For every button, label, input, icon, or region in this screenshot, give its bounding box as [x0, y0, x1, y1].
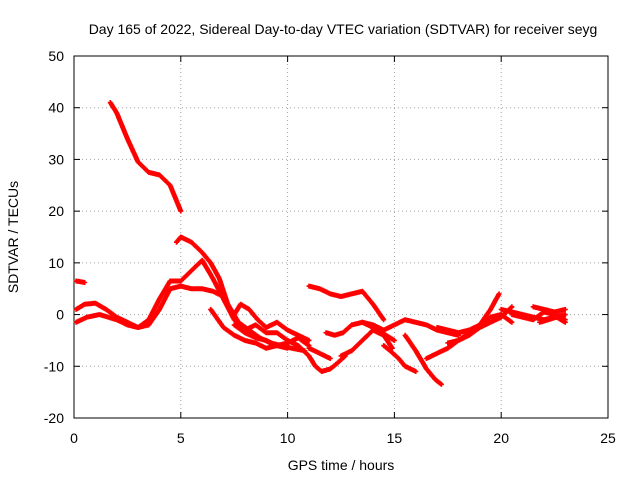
- y-tick-label: -20: [44, 410, 64, 426]
- series-s2: [73, 278, 88, 285]
- series-s9: [306, 283, 387, 323]
- plot-frame: [73, 55, 609, 419]
- series-s17: [434, 291, 502, 336]
- x-tick-label: 0: [70, 430, 78, 446]
- chart-title: Day 165 of 2022, Sidereal Day-to-day VTE…: [89, 21, 598, 37]
- x-tick-label: 10: [280, 430, 296, 446]
- series-points: [530, 304, 568, 315]
- series-points: [231, 301, 312, 343]
- series-s7: [231, 301, 312, 343]
- series-s22: [537, 314, 568, 325]
- series-points: [434, 291, 502, 336]
- series-s21: [530, 304, 568, 315]
- x-tick-label: 15: [387, 430, 403, 446]
- x-tick-label: 20: [493, 430, 509, 446]
- x-tick-label: 5: [177, 430, 185, 446]
- series-points: [537, 314, 568, 325]
- y-tick-label: 20: [48, 203, 64, 219]
- y-tick-label: 10: [48, 255, 64, 271]
- series-s14: [381, 343, 419, 374]
- data-series: [73, 100, 568, 387]
- series-points: [359, 319, 397, 343]
- series-points: [381, 343, 419, 374]
- series-s1: [107, 100, 184, 214]
- series-s15: [402, 332, 444, 387]
- series-points: [73, 278, 88, 285]
- series-points: [306, 283, 387, 323]
- series-points: [402, 332, 444, 387]
- series-points: [73, 283, 226, 330]
- x-tick-label: 25: [600, 430, 616, 446]
- grid-lines: [74, 56, 608, 418]
- series-s3: [73, 283, 226, 330]
- series-s12: [338, 327, 395, 359]
- series-points: [306, 345, 333, 361]
- x-axis-label: GPS time / hours: [288, 457, 395, 473]
- y-tick-label: 40: [48, 100, 64, 116]
- y-tick-label: 0: [56, 307, 64, 323]
- series-s13: [359, 319, 397, 343]
- y-tick-labels: -20 -10 0 10 20 30 40 50: [44, 48, 64, 426]
- series-s8: [231, 322, 291, 351]
- x-tick-labels: 0 5 10 15 20 25: [70, 430, 616, 446]
- series-points: [338, 327, 395, 359]
- series-points: [231, 322, 291, 351]
- y-tick-label: 50: [48, 48, 64, 64]
- series-points: [107, 100, 184, 214]
- y-axis-label: SDTVAR / TECUs: [5, 181, 21, 293]
- axis-ticks: [73, 55, 609, 419]
- y-tick-label: 30: [48, 151, 64, 167]
- y-tick-label: -10: [44, 358, 64, 374]
- series-s10: [306, 345, 333, 361]
